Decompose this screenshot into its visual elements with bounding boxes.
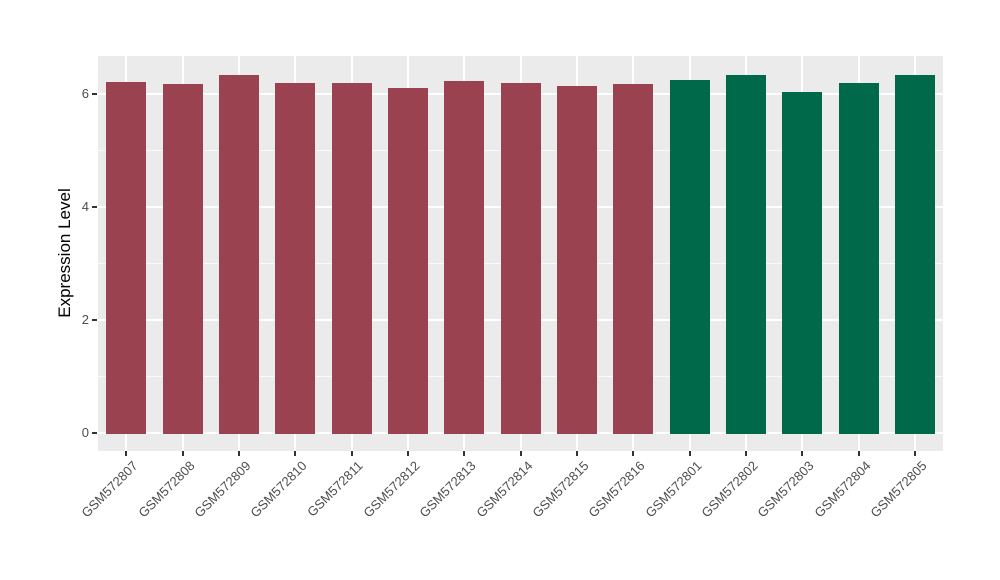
bar-GSM572815 xyxy=(556,86,597,434)
x-tick-label: GSM572802 xyxy=(698,458,761,521)
bar-GSM572804 xyxy=(838,83,879,434)
x-tick xyxy=(181,451,184,456)
bar-GSM572803 xyxy=(782,92,823,434)
x-tick-label: GSM572814 xyxy=(472,458,536,521)
x-tick-label: GSM572811 xyxy=(304,458,367,520)
plot-panel xyxy=(98,56,943,451)
y-tick xyxy=(92,206,97,208)
x-tick xyxy=(519,451,522,456)
x-tick xyxy=(125,451,128,456)
x-tick-label: GSM572812 xyxy=(360,458,423,521)
x-tick xyxy=(463,451,466,456)
y-tick xyxy=(92,319,97,321)
x-tick-label: GSM572805 xyxy=(867,458,930,521)
y-tick-label: 0 xyxy=(81,425,89,440)
bar-GSM572807 xyxy=(106,82,147,434)
x-tick xyxy=(575,451,578,456)
x-tick xyxy=(688,451,691,456)
bar-GSM572811 xyxy=(331,83,372,434)
bar-GSM572805 xyxy=(894,75,935,434)
x-tick xyxy=(632,451,635,456)
x-tick xyxy=(744,451,747,456)
x-tick xyxy=(350,451,353,456)
bar-GSM572810 xyxy=(275,83,316,434)
x-tick-label: GSM572813 xyxy=(416,458,479,521)
x-tick-label: GSM572808 xyxy=(134,458,198,521)
bar-GSM572802 xyxy=(725,75,766,434)
bar-GSM572813 xyxy=(444,81,485,434)
x-tick xyxy=(406,451,409,456)
bar-GSM572801 xyxy=(669,80,710,434)
bar-GSM572814 xyxy=(500,83,541,434)
x-tick-label: GSM572816 xyxy=(585,458,648,521)
y-axis-title: Expression Level xyxy=(55,188,74,318)
x-tick-label: GSM572804 xyxy=(810,458,874,521)
x-tick xyxy=(237,451,240,456)
y-tick-label: 2 xyxy=(81,312,89,327)
y-tick-label: 6 xyxy=(81,86,89,101)
x-tick-label: GSM572803 xyxy=(754,458,817,521)
y-tick-label: 4 xyxy=(81,199,89,214)
x-tick xyxy=(857,451,860,456)
x-tick-label: GSM572815 xyxy=(529,458,592,521)
x-tick-label: GSM572807 xyxy=(78,458,141,521)
x-tick-label: GSM572809 xyxy=(191,458,254,521)
y-tick xyxy=(92,432,97,434)
x-tick xyxy=(294,451,297,456)
bar-GSM572808 xyxy=(162,84,203,434)
x-tick xyxy=(801,451,804,456)
x-tick xyxy=(913,451,916,456)
bar-GSM572816 xyxy=(613,84,654,434)
y-tick xyxy=(92,93,97,95)
bar-GSM572809 xyxy=(218,75,259,434)
x-tick-label: GSM572801 xyxy=(641,458,705,521)
x-tick-label: GSM572810 xyxy=(247,458,310,521)
bar-GSM572812 xyxy=(387,88,428,434)
